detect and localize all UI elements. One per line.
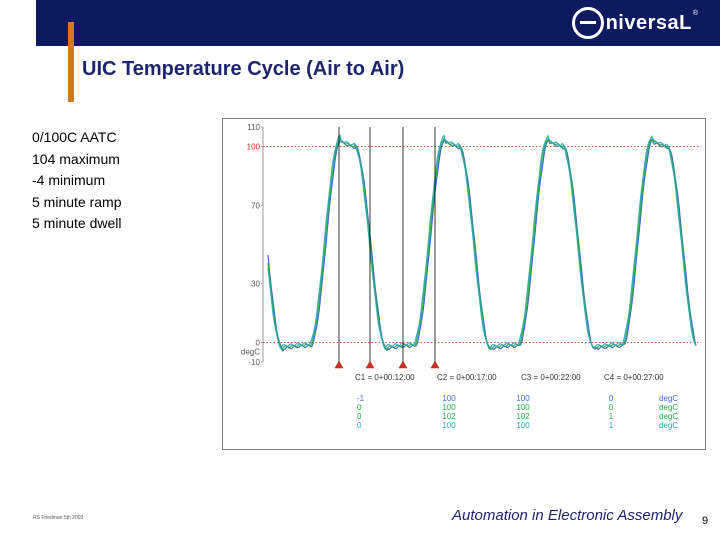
cursor-time-label: C1 = 0+00:12:00 [355, 373, 415, 382]
readout-unit: degC [659, 403, 678, 412]
spec-item: 104 maximum [32, 150, 120, 167]
spec-list: 0/100C AATC 104 maximum -4 minimum 5 min… [32, 127, 122, 235]
y-tick-label: -10 [248, 358, 260, 367]
logo-registered-mark: ® [692, 10, 698, 17]
cursor-marker [365, 360, 375, 369]
readout-value: 1 [609, 421, 614, 430]
readout-value: 0 [609, 394, 614, 403]
readout-value: 0 [357, 403, 362, 412]
universal-logo-mark [571, 7, 604, 39]
readout-value: 100 [516, 403, 530, 412]
readout-value: 102 [442, 412, 456, 421]
readout-unit: degC [659, 421, 678, 430]
footer-note: RS Friedman 5th 2003 [33, 515, 84, 521]
y-tick-label: 100 [247, 143, 261, 152]
readout-value: 100 [442, 403, 456, 412]
spec-item: 5 minute dwell [32, 215, 122, 231]
readout-unit: degC [659, 394, 678, 403]
y-tick-label: 0 [256, 338, 261, 347]
header-bar: niversaL ® [36, 0, 720, 46]
readout-value: -1 [357, 394, 365, 403]
cursor-time-label: C4 = 0+00:27:00 [604, 373, 664, 382]
readout-unit: degC [659, 412, 678, 421]
temperature-series-line [267, 133, 697, 350]
page-number: 9 [702, 515, 709, 527]
y-unit-label: degC [241, 347, 260, 356]
spec-item: -4 minimum [32, 172, 106, 188]
cursor-time-label: C3 = 0+00:22:00 [521, 373, 581, 382]
universal-logo: niversaL ® [571, 6, 698, 40]
cursor-time-label: C2 = 0+00:17:00 [437, 373, 497, 382]
accent-bar [68, 22, 74, 102]
logo-text: niversaL [605, 11, 692, 34]
readout-value: 0 [357, 421, 362, 430]
spec-item: 0/100C AATC [32, 129, 117, 145]
y-tick-label: 30 [251, 280, 260, 289]
readout-value: 0 [357, 412, 362, 421]
slide-title: UIC Temperature Cycle (Air to Air) [82, 58, 405, 80]
readout-value: 102 [516, 412, 530, 421]
readout-value: 100 [516, 421, 530, 430]
temperature-chart: 110 100 70 30 0 -10 degC C1 = 0+00:12:00 C2 = 0+… [222, 118, 706, 450]
readout-value: 1 [609, 412, 614, 421]
readout-value: 100 [442, 394, 456, 403]
spec-item: 5 minute ramp [32, 193, 122, 210]
readout-value: 100 [516, 394, 530, 403]
readout-value: 0 [609, 403, 614, 412]
cursor-marker [430, 360, 440, 369]
cursor-marker [398, 360, 408, 369]
cursor-marker [334, 360, 344, 369]
y-tick-label: 70 [251, 201, 260, 210]
readout-value: 100 [442, 421, 456, 430]
y-tick-label: 110 [247, 123, 260, 132]
tagline: Automation in Electronic Assembly [452, 507, 683, 524]
